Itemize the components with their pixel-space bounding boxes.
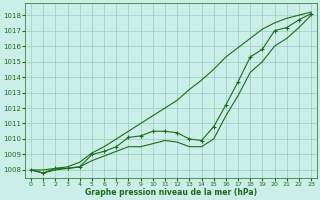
X-axis label: Graphe pression niveau de la mer (hPa): Graphe pression niveau de la mer (hPa) (85, 188, 257, 197)
